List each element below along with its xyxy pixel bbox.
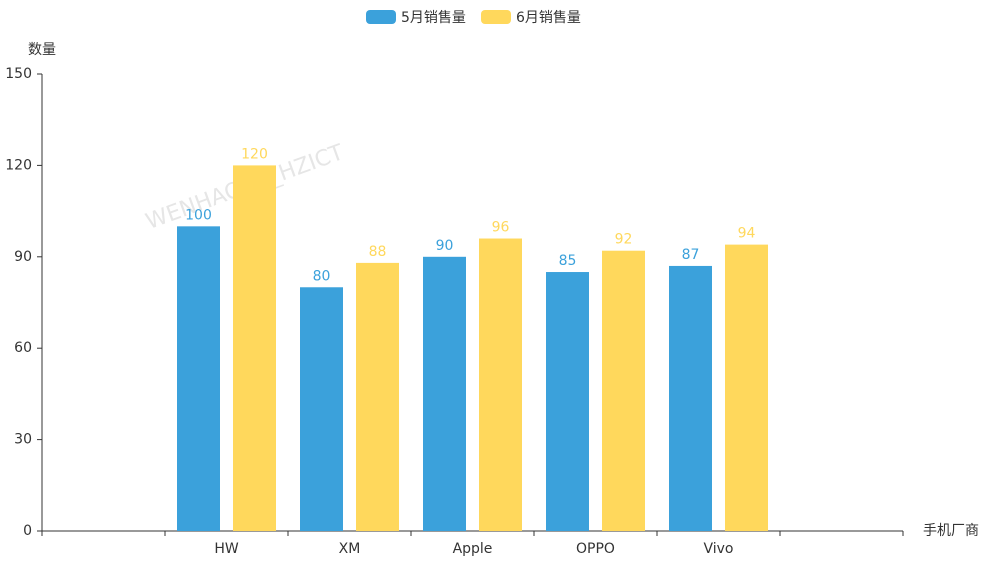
- x-tick-label: XM: [339, 541, 361, 557]
- value-label: 120: [241, 146, 268, 162]
- x-tick-label: HW: [214, 541, 239, 557]
- value-label: 80: [313, 268, 331, 284]
- value-label: 87: [682, 247, 700, 263]
- value-label: 90: [436, 238, 454, 254]
- x-tick-label: OPPO: [576, 541, 615, 557]
- bar: [177, 226, 220, 532]
- y-tick-label: 90: [14, 249, 32, 265]
- legend-label: 6月销售量: [516, 10, 581, 26]
- legend-swatch: [481, 10, 511, 24]
- x-tick-label: Vivo: [703, 541, 733, 557]
- y-tick-label: 60: [14, 340, 32, 356]
- value-label: 100: [185, 207, 212, 223]
- bar: [423, 256, 466, 531]
- legend-swatch: [366, 10, 396, 24]
- bar: [356, 262, 399, 531]
- y-tick-label: 120: [5, 157, 32, 173]
- bar: [546, 272, 589, 531]
- y-tick-label: 0: [23, 523, 32, 539]
- x-axis-title: 手机厂商: [923, 523, 979, 539]
- y-tick-label: 150: [5, 66, 32, 82]
- y-axis-title: 数量: [28, 42, 56, 58]
- value-label: 94: [738, 226, 756, 242]
- bar: [300, 287, 343, 531]
- bar: [602, 250, 645, 531]
- y-tick-label: 30: [14, 432, 32, 448]
- value-label: 92: [615, 232, 633, 248]
- value-label: 96: [492, 220, 510, 236]
- value-label: 88: [369, 244, 387, 260]
- bar: [479, 238, 522, 531]
- x-tick-label: Apple: [453, 541, 493, 557]
- value-label: 85: [559, 253, 577, 269]
- bar: [725, 244, 768, 531]
- bar: [669, 265, 712, 531]
- bar: [233, 165, 276, 531]
- legend-label: 5月销售量: [401, 10, 466, 26]
